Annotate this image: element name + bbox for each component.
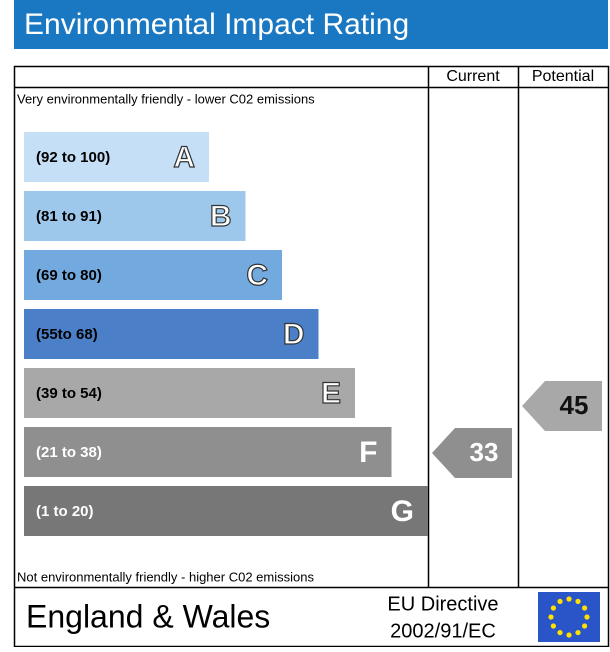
band-letter: C xyxy=(246,259,268,292)
band-bar xyxy=(24,191,246,241)
band-range: (1 to 20) xyxy=(36,503,94,520)
band-range: (69 to 80) xyxy=(36,267,102,284)
bottom-note: Not environmentally friendly - higher C0… xyxy=(17,569,314,584)
flag-star xyxy=(581,605,588,611)
flag-star xyxy=(557,598,563,605)
band-range: (92 to 100) xyxy=(36,149,110,166)
flag-star xyxy=(575,629,581,636)
band-bar xyxy=(24,368,355,418)
current-header: Current xyxy=(446,68,500,85)
band-range: (39 to 54) xyxy=(36,385,102,402)
bands: (92 to 100) A (81 to 91) B (69 to 80) C (55to … xyxy=(24,132,428,536)
flag-star xyxy=(566,632,572,638)
top-note: Very environmentally friendly - lower C0… xyxy=(17,91,315,106)
flag-star xyxy=(566,596,572,602)
band-range: (21 to 38) xyxy=(36,444,102,461)
band-letter: E xyxy=(321,377,341,410)
band-letter: D xyxy=(283,318,305,351)
flag-star xyxy=(584,614,590,620)
flag-star xyxy=(548,614,554,620)
current-value: 33 xyxy=(470,437,499,467)
title-bar xyxy=(14,0,608,49)
directive-line1: EU Directive xyxy=(387,593,498,615)
flag-star xyxy=(557,629,563,636)
current-arrow xyxy=(432,428,512,478)
flag-star xyxy=(575,598,581,605)
region: England & Wales xyxy=(26,598,270,634)
band-bar xyxy=(24,486,428,536)
band-bar xyxy=(24,132,209,182)
directive-line2: 2002/91/EC xyxy=(390,620,496,642)
band-bar xyxy=(24,309,319,359)
band-letter: A xyxy=(173,141,195,174)
band-letter: G xyxy=(391,495,414,528)
flag-star xyxy=(550,623,557,629)
potential-header: Potential xyxy=(532,68,594,85)
band-range: (81 to 91) xyxy=(36,208,102,225)
title: Environmental Impact Rating xyxy=(24,8,409,41)
band-bar xyxy=(24,250,282,300)
band-letter: B xyxy=(210,200,232,233)
band-range: (55to 68) xyxy=(36,326,98,343)
potential-arrow xyxy=(522,381,602,431)
potential-value: 45 xyxy=(560,390,589,420)
flag-star xyxy=(550,605,557,611)
band-bar xyxy=(24,427,392,477)
eu-flag xyxy=(538,592,600,642)
flag-star xyxy=(581,623,588,629)
band-letter: F xyxy=(359,436,377,469)
